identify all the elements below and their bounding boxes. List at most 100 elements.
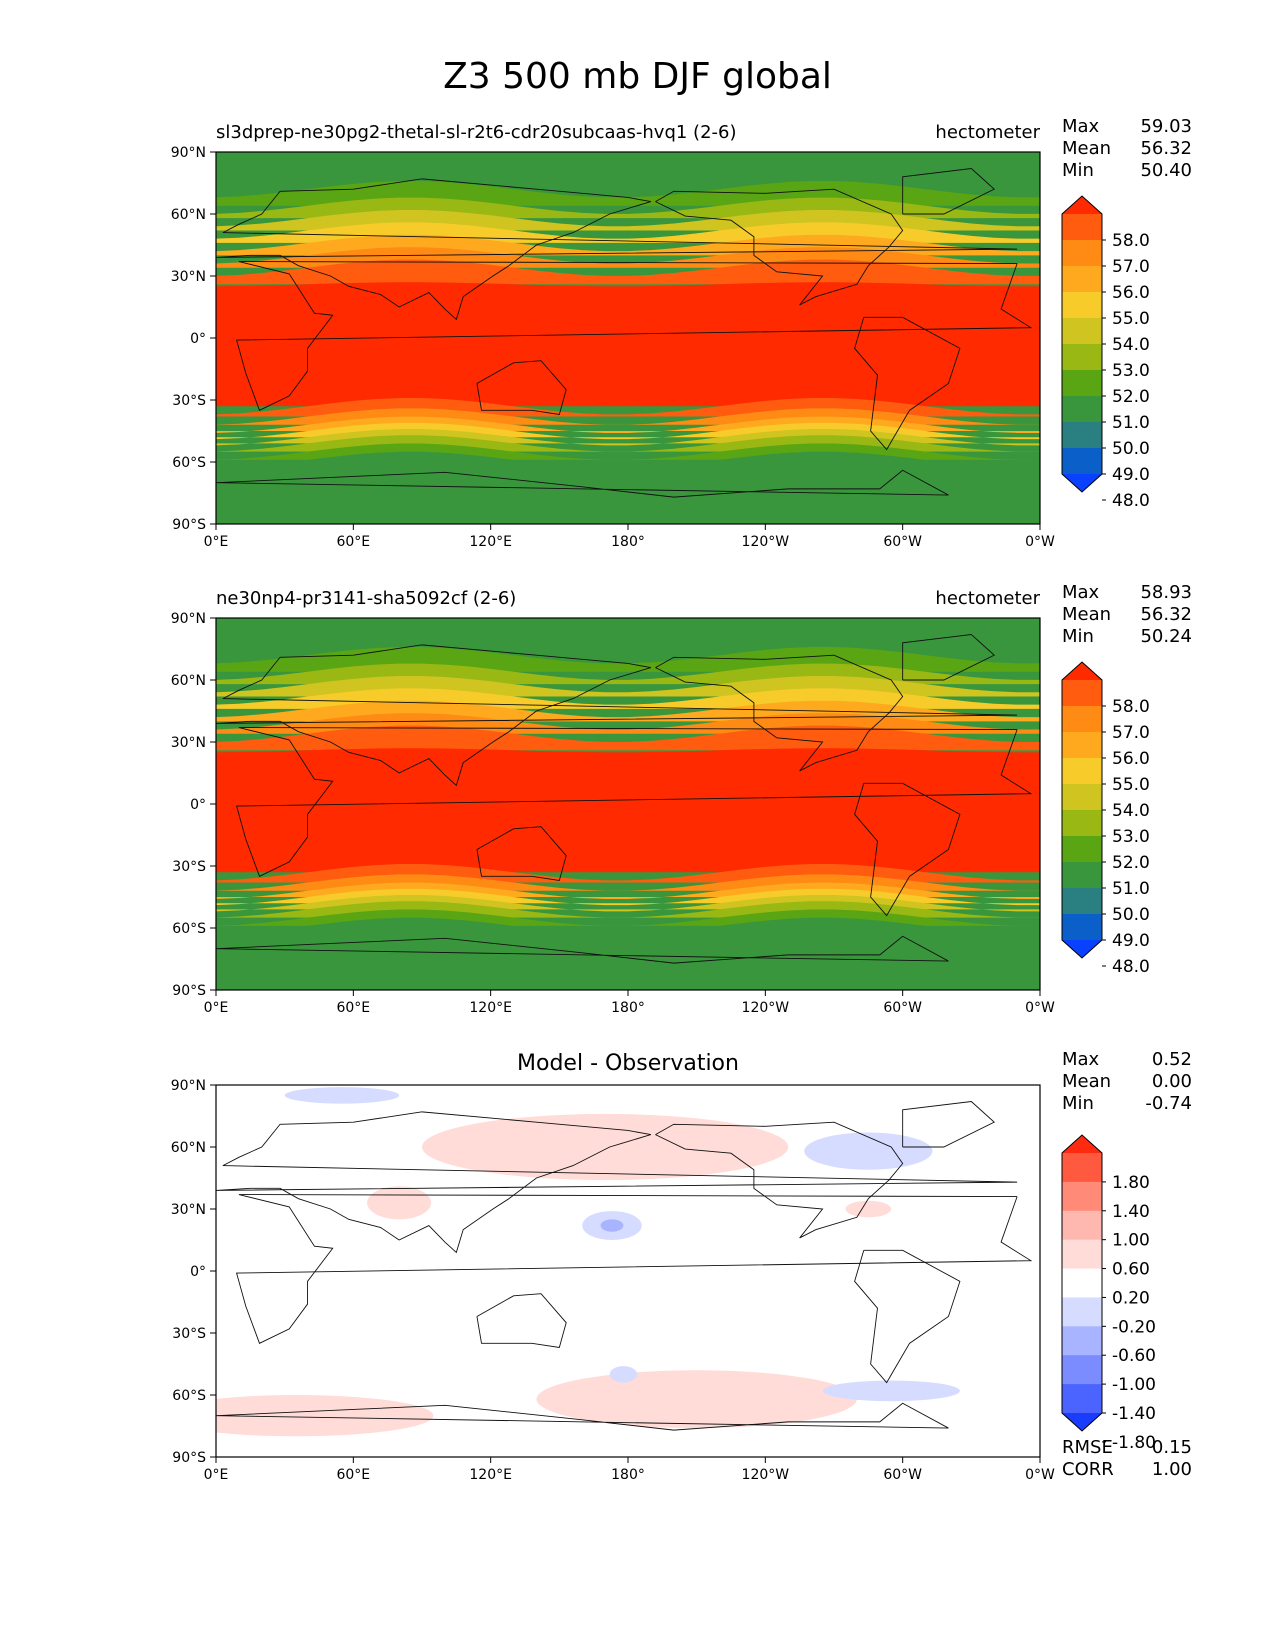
coastline <box>655 188 904 306</box>
panel-title-left: sl3dprep-ne30pg2-thetal-sl-r2t6-cdr20sub… <box>216 122 737 143</box>
colorbar-label: -1.40 <box>1112 1404 1156 1424</box>
stat-value: -0.74 <box>1145 1093 1192 1114</box>
colorbar-extend-max <box>1062 196 1102 214</box>
colorbar-label: 49.0 <box>1112 465 1150 485</box>
panel-reference-model: ne30np4-pr3141-sha5092cf (2-6) hectomete… <box>0 582 1275 1088</box>
y-tick-label: 30°S <box>172 393 206 409</box>
colorbar-label: 0.20 <box>1112 1288 1150 1308</box>
anomaly-region <box>845 1200 892 1218</box>
x-tick-label: 0°W <box>1025 534 1055 550</box>
colorbar-segment <box>1062 292 1102 319</box>
y-tick-label: 60°N <box>171 673 206 689</box>
colorbar-label: 48.0 <box>1112 491 1150 511</box>
colorbar-label: 1.00 <box>1112 1231 1150 1251</box>
colorbar-label: 0.60 <box>1112 1260 1150 1280</box>
x-tick-label: 180° <box>611 1467 645 1483</box>
y-tick-label: 90°S <box>172 1450 206 1466</box>
x-tick-label: 120°E <box>469 534 512 550</box>
stat-value: 50.24 <box>1140 626 1192 647</box>
map-plot: 0°E 60°E 120°E 180° 120°W 60°W 0°W 90°N 60°N 30°N… <box>171 1078 1156 1483</box>
colorbar-label: 52.0 <box>1112 387 1150 407</box>
stat-label: Mean <box>1062 604 1112 625</box>
y-tick-label: 30°N <box>171 1202 206 1218</box>
stat-label: Min <box>1062 626 1094 647</box>
x-tick-label: 60°W <box>883 534 922 550</box>
colorbar-label: 53.0 <box>1112 827 1150 847</box>
y-tick-label: 90°S <box>172 983 206 999</box>
contour-band <box>216 259 1040 285</box>
stats-block: Max 0.52 Mean 0.00 Min -0.74 <box>1062 1049 1192 1115</box>
stat-value: 56.32 <box>1140 138 1192 159</box>
colorbar-extend-max <box>1062 1135 1102 1153</box>
coastline <box>216 1402 949 1431</box>
x-tick-label: 120°W <box>742 1467 790 1483</box>
contour-band <box>216 152 1040 190</box>
colorbar-segment <box>1062 888 1102 915</box>
colorbar: 58.0 57.0 56.0 55.0 54.0 53.0 52.0 51.0 50.0 49.0… <box>1061 195 1150 511</box>
colorbar-segment <box>1062 1326 1102 1356</box>
stat-label: Max <box>1062 1049 1100 1070</box>
colorbar: 58.0 57.0 56.0 55.0 54.0 53.0 52.0 51.0 50.0 49.0… <box>1061 661 1150 977</box>
colorbar-segment <box>1062 344 1102 371</box>
y-tick-label: 90°N <box>171 145 206 161</box>
field-layer <box>216 1085 1040 1457</box>
x-tick-label: 120°W <box>742 534 790 550</box>
colorbar-label: 48.0 <box>1112 957 1150 977</box>
stat-value: 58.93 <box>1140 582 1192 603</box>
stat-label: Min <box>1062 1093 1094 1114</box>
x-tick-label: 60°W <box>883 1000 922 1016</box>
colorbar-extend-min <box>1062 940 1102 958</box>
colorbar-label: -0.60 <box>1112 1346 1156 1366</box>
x-tick-label: 0°W <box>1025 1467 1055 1483</box>
stat-label: RMSE <box>1062 1437 1113 1458</box>
stat-label: Mean <box>1062 138 1112 159</box>
panel-title-center: Model - Observation <box>517 1051 739 1076</box>
anomaly-region <box>804 1132 933 1170</box>
y-tick-label: 90°N <box>171 1078 206 1094</box>
y-tick-label: 30°S <box>172 859 206 875</box>
coastline <box>476 1293 567 1348</box>
coastline <box>236 1194 1033 1344</box>
colorbar-segment <box>1062 810 1102 837</box>
panel-units: hectometer <box>935 588 1040 609</box>
colorbar-segment <box>1062 1210 1102 1241</box>
field-layer <box>216 618 1040 990</box>
coastline <box>216 178 1018 321</box>
y-tick-label: 30°N <box>171 735 206 751</box>
colorbar-segment <box>1062 370 1102 397</box>
colorbar-segment <box>1062 732 1102 759</box>
colorbar-segment <box>1062 784 1102 811</box>
stat-label: Max <box>1062 116 1100 137</box>
coastline <box>476 826 567 881</box>
rmse-corr-block: RMSE 0.15 CORR 1.00 <box>1062 1437 1192 1481</box>
colorbar-label: 58.0 <box>1112 697 1150 717</box>
colorbar-segment <box>1062 680 1102 707</box>
y-tick-label: 60°S <box>172 921 206 937</box>
panel-test-model: sl3dprep-ne30pg2-thetal-sl-r2t6-cdr20sub… <box>0 116 1275 622</box>
stat-label: Mean <box>1062 1071 1112 1092</box>
stats-block: Max 58.93 Mean 56.32 Min 50.24 <box>1062 582 1192 648</box>
colorbar-label: 51.0 <box>1112 879 1150 899</box>
stat-value: 0.00 <box>1151 1071 1192 1092</box>
colorbar-label: 50.0 <box>1112 439 1150 459</box>
contour-band <box>216 917 1040 990</box>
y-tick-label: 60°N <box>171 207 206 223</box>
colorbar-segment <box>1062 240 1102 267</box>
colorbar-segment <box>1062 758 1102 785</box>
colorbar-segment <box>1062 914 1102 941</box>
y-tick-label: 0° <box>190 331 206 347</box>
x-tick-label: 180° <box>611 534 645 550</box>
colorbar-label: -0.20 <box>1112 1317 1156 1337</box>
colorbar-label: 49.0 <box>1112 931 1150 951</box>
colorbar-label: 1.80 <box>1112 1173 1150 1193</box>
x-tick-label: 0°E <box>204 534 229 550</box>
coastline <box>476 360 567 415</box>
x-tick-label: 120°E <box>469 1467 512 1483</box>
field-layer <box>216 152 1040 524</box>
colorbar-label: 56.0 <box>1112 749 1150 769</box>
colorbar-label: 57.0 <box>1112 723 1150 743</box>
anomaly-region <box>284 1087 400 1104</box>
y-tick-label: 90°S <box>172 517 206 533</box>
stat-label: Max <box>1062 582 1100 603</box>
colorbar-segment <box>1062 1384 1102 1414</box>
